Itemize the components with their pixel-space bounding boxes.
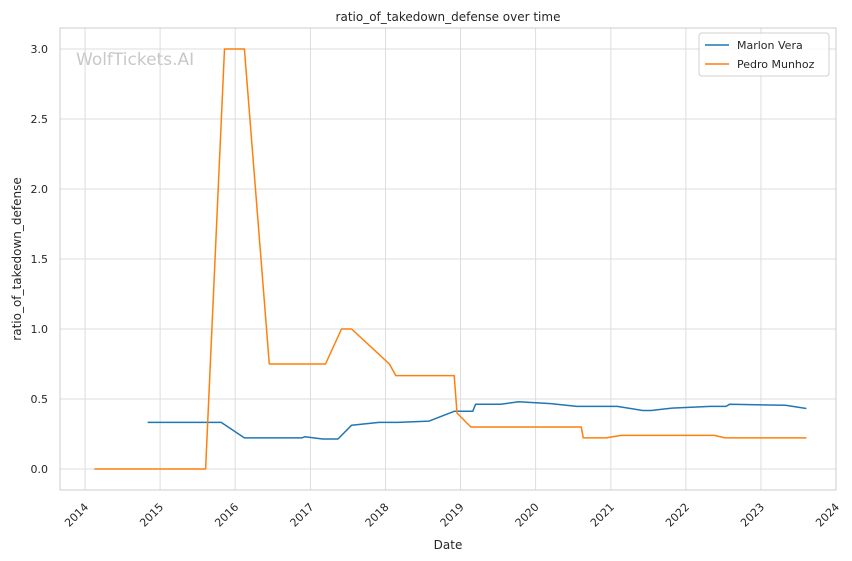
x-axis-title: Date: [434, 538, 463, 552]
legend-label-marlon-vera: Marlon Vera: [737, 39, 803, 52]
watermark: WolfTickets.AI: [76, 50, 194, 70]
series-lines: [94, 48, 807, 470]
y-tick-label: 0.5: [31, 393, 49, 406]
y-tick-label: 2.0: [31, 183, 49, 196]
y-tick-label: 3.0: [31, 43, 49, 56]
y-axis-title: ratio_of_takedown_defense: [10, 177, 24, 340]
y-tick-label: 1.5: [31, 253, 49, 266]
y-tick-labels: 0.0 0.5 1.0 1.5 2.0 2.5 3.0: [31, 43, 49, 476]
series-line-pedro-munhoz: [94, 48, 807, 470]
y-tick-label: 1.0: [31, 323, 49, 336]
plot-frame: [59, 27, 837, 491]
legend: Marlon Vera Pedro Munhoz: [698, 32, 830, 77]
y-tick-label: 2.5: [31, 113, 49, 126]
y-tick-label: 0.0: [31, 463, 49, 476]
chart-title: ratio_of_takedown_defense over time: [336, 10, 561, 24]
legend-box: [698, 32, 830, 77]
series-line-marlon-vera: [147, 400, 807, 440]
legend-label-pedro-munhoz: Pedro Munhoz: [737, 58, 815, 71]
